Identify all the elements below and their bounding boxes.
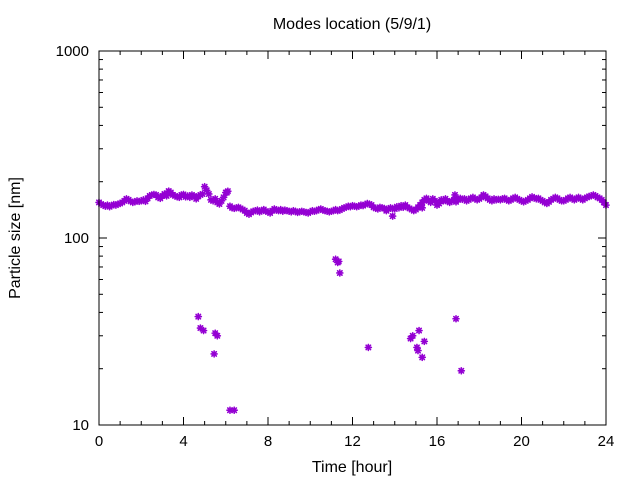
data-point	[414, 346, 422, 355]
data-point	[194, 312, 203, 321]
data-point	[336, 269, 344, 277]
marker-stroke	[335, 258, 342, 265]
data-point	[418, 204, 427, 212]
marker-stroke	[205, 190, 212, 197]
x-tick-label: 12	[344, 433, 361, 450]
marker-stroke	[453, 315, 460, 322]
x-tick-label: 24	[598, 433, 615, 450]
marker-stroke	[226, 407, 233, 414]
marker-stroke	[212, 195, 219, 202]
marker-stroke	[336, 269, 343, 276]
data-point	[199, 326, 208, 335]
axis-ticks: 0 4 8 12 16 20 24 10 100 1000	[56, 43, 615, 450]
data-point	[457, 366, 466, 375]
marker-stroke	[480, 191, 487, 198]
marker-stroke	[332, 256, 339, 263]
data-point	[198, 190, 207, 198]
marker-stroke	[165, 188, 172, 195]
data-point	[452, 314, 460, 323]
x-axis-label: Time [hour]	[312, 459, 392, 476]
x-tick-label: 8	[264, 433, 272, 450]
data-point	[415, 326, 423, 335]
x-tick-label: 0	[95, 433, 103, 450]
marker-stroke	[197, 325, 204, 332]
marker-stroke	[389, 213, 396, 220]
x-tick-label: 4	[179, 433, 187, 450]
marker-stroke	[419, 354, 426, 361]
y-axis-label: Particle size [nm]	[7, 177, 24, 299]
marker-stroke	[231, 407, 238, 414]
data-point	[388, 212, 397, 220]
data-point	[408, 331, 417, 340]
y-tick-label: 1000	[56, 43, 89, 60]
marker-stroke	[365, 344, 372, 351]
data-point	[451, 191, 459, 199]
marker-stroke	[200, 327, 207, 334]
data-point	[418, 353, 427, 362]
marker-stroke	[409, 332, 416, 339]
marker-stroke	[214, 332, 221, 339]
marker-stroke	[419, 204, 426, 211]
marker-stroke	[203, 187, 210, 194]
data-point	[479, 191, 488, 199]
marker-stroke	[416, 327, 423, 334]
data-point	[334, 257, 343, 266]
marker-stroke	[421, 338, 428, 345]
data-point	[213, 331, 222, 340]
data-point	[230, 406, 238, 414]
marker-stroke	[201, 183, 208, 190]
marker-stroke	[414, 347, 421, 354]
data-point	[205, 190, 213, 198]
data-point	[420, 337, 429, 346]
data-point	[364, 343, 373, 352]
x-tick-label: 20	[513, 433, 530, 450]
x-tick-label: 16	[429, 433, 446, 450]
data-point	[164, 187, 173, 195]
marker-stroke	[223, 189, 230, 196]
data-point	[210, 350, 218, 358]
chart-title: Modes location (5/9/1)	[273, 16, 431, 33]
marker-stroke	[211, 350, 218, 357]
data-point	[223, 188, 231, 197]
marker-stroke	[458, 367, 465, 374]
y-tick-label: 100	[64, 230, 89, 247]
marker-stroke	[451, 191, 458, 198]
marker-stroke	[195, 313, 202, 320]
marker-stroke	[431, 197, 438, 204]
data-points	[95, 182, 610, 414]
data-point	[226, 406, 234, 414]
y-tick-label: 10	[72, 417, 89, 434]
